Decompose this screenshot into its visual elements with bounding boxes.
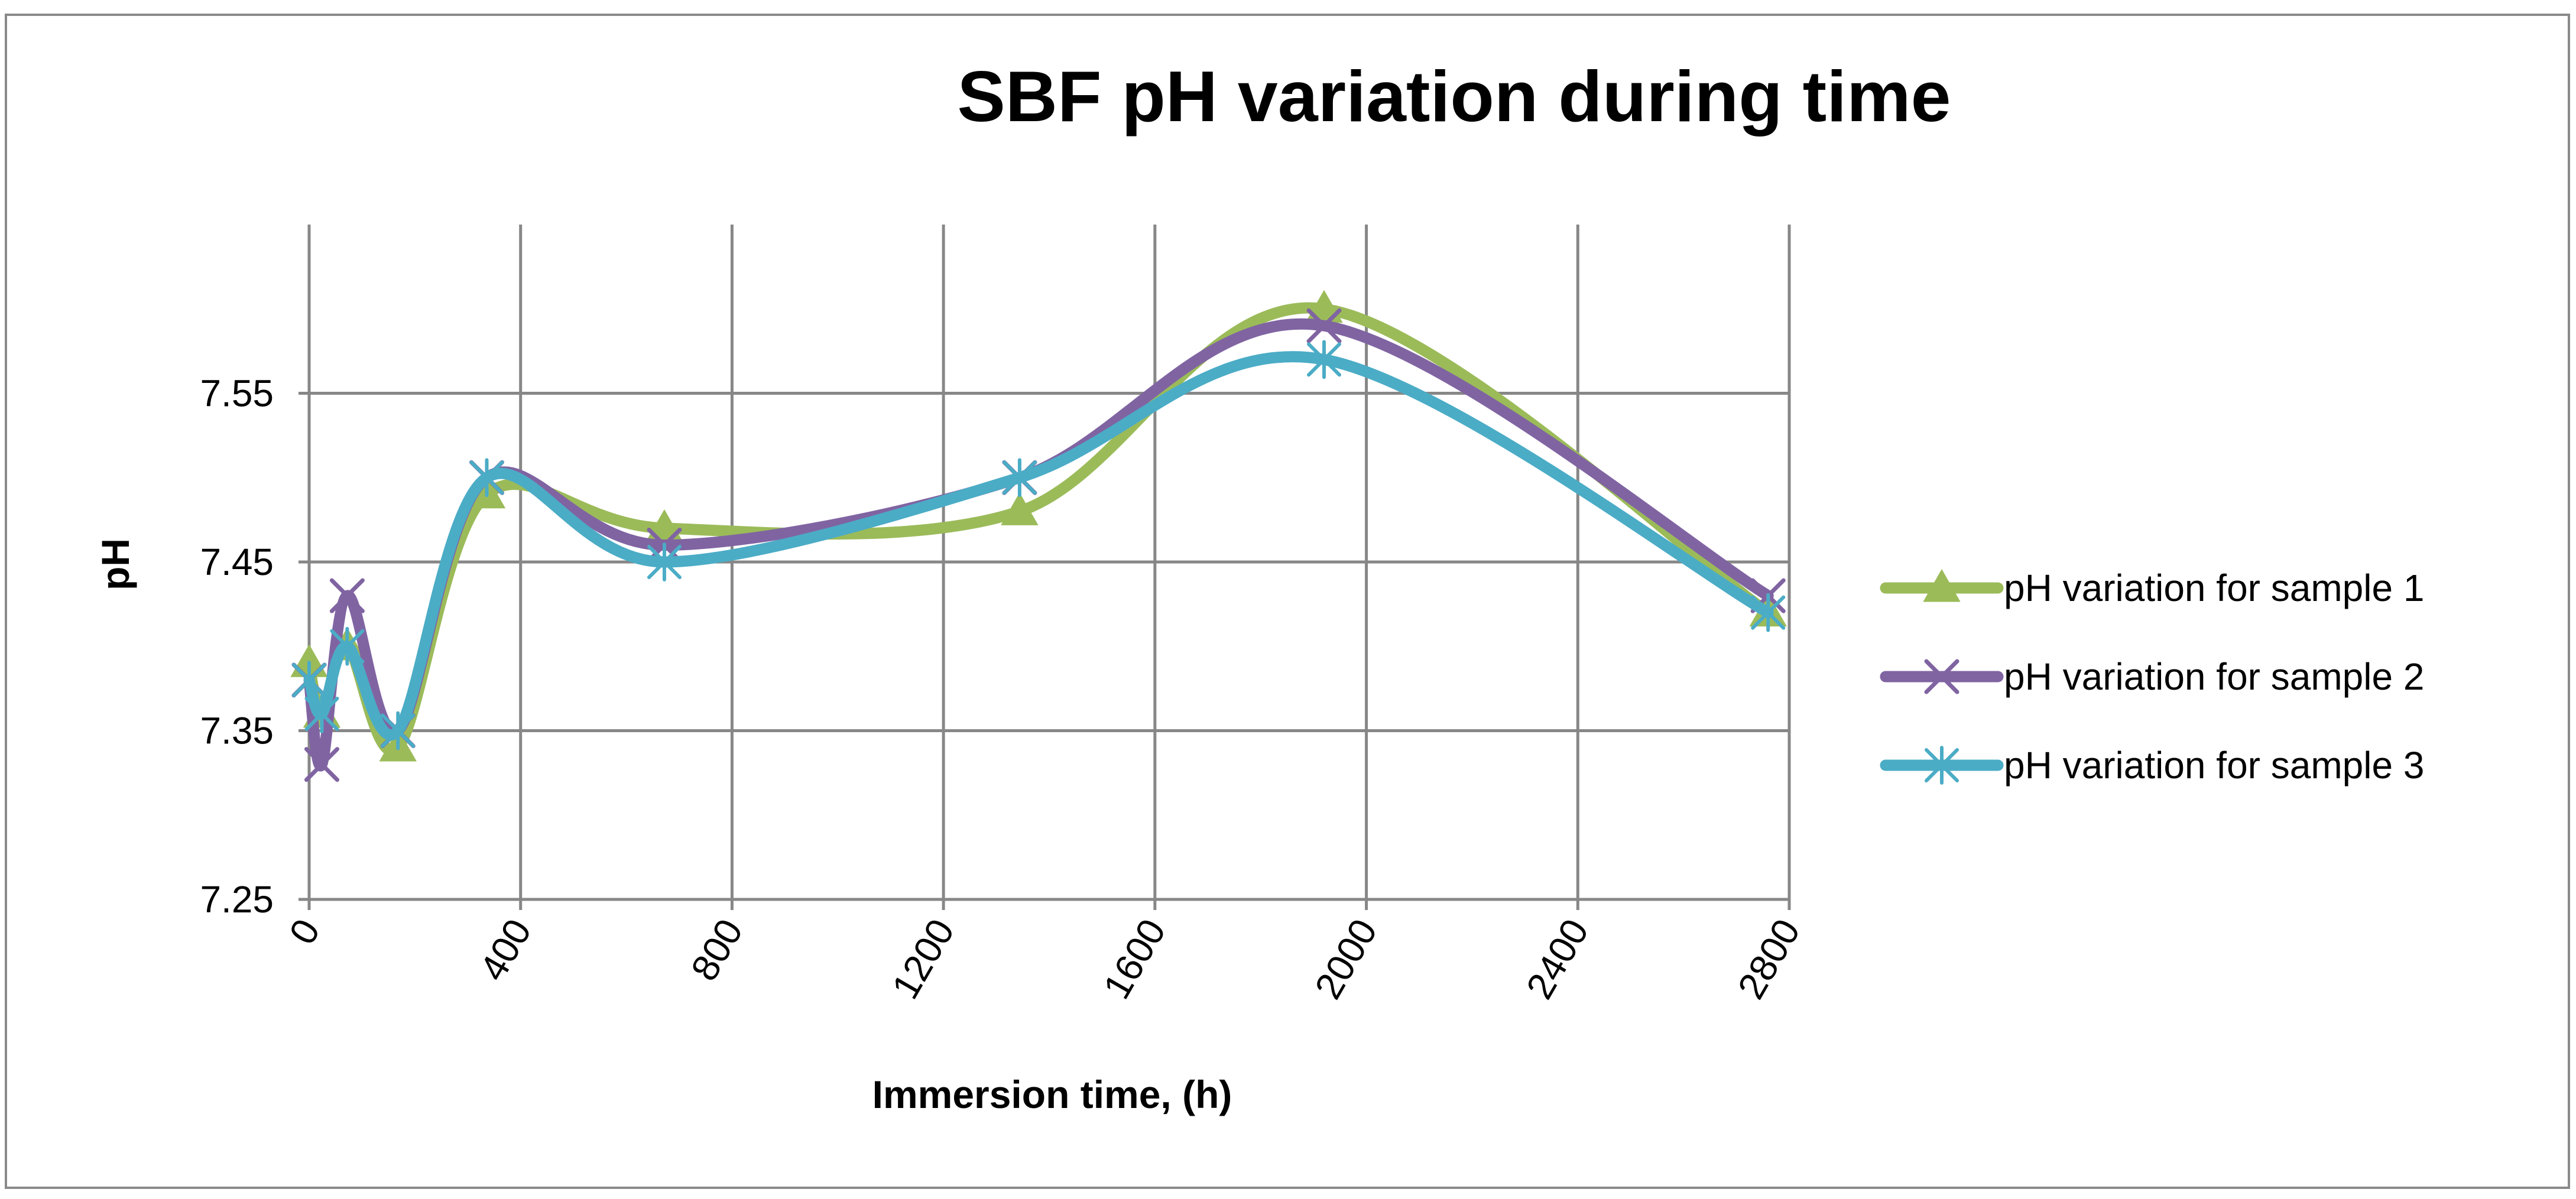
series-layer xyxy=(290,290,1787,782)
series-3-point xyxy=(381,711,416,750)
y-axis-label: pH xyxy=(93,538,137,590)
series-3-point xyxy=(304,694,339,733)
y-tick-label: 7.25 xyxy=(200,878,274,921)
series-3 xyxy=(292,340,1786,750)
series-3-point xyxy=(330,626,365,666)
legend-marker xyxy=(1923,568,1961,602)
legend-marker xyxy=(1924,659,1959,694)
x-axis-label: Immersion time, (h) xyxy=(872,1073,1232,1116)
axis-layer xyxy=(299,225,1791,910)
legend-item-3: pH variation for sample 3 xyxy=(1880,744,2424,787)
legend: pH variation for sample 1 pH variation fo… xyxy=(1880,567,2424,787)
series-3-point xyxy=(469,458,504,498)
series-3-point xyxy=(292,660,326,700)
series-3-point xyxy=(1307,340,1342,379)
y-tick-label: 7.45 xyxy=(200,541,274,583)
series-3-point xyxy=(1751,593,1786,632)
y-tick-label: 7.35 xyxy=(200,710,274,752)
series-3-point xyxy=(647,542,682,581)
series-2-point xyxy=(1306,308,1342,343)
legend-label: pH variation for sample 1 xyxy=(2004,567,2424,609)
chart-title: SBF pH variation during time xyxy=(957,56,1951,137)
legend-marker xyxy=(1925,746,1959,785)
series-2-point xyxy=(329,578,365,613)
legend-item-1: pH variation for sample 1 xyxy=(1880,567,2424,609)
legend-item-2: pH variation for sample 2 xyxy=(1880,655,2424,698)
y-tick-label: 7.55 xyxy=(200,372,274,415)
series-1-point xyxy=(1001,492,1039,525)
series-3-point xyxy=(1002,458,1037,498)
legend-label: pH variation for sample 2 xyxy=(2004,655,2424,698)
series-2-point xyxy=(304,747,339,782)
legend-label: pH variation for sample 3 xyxy=(2004,744,2424,787)
